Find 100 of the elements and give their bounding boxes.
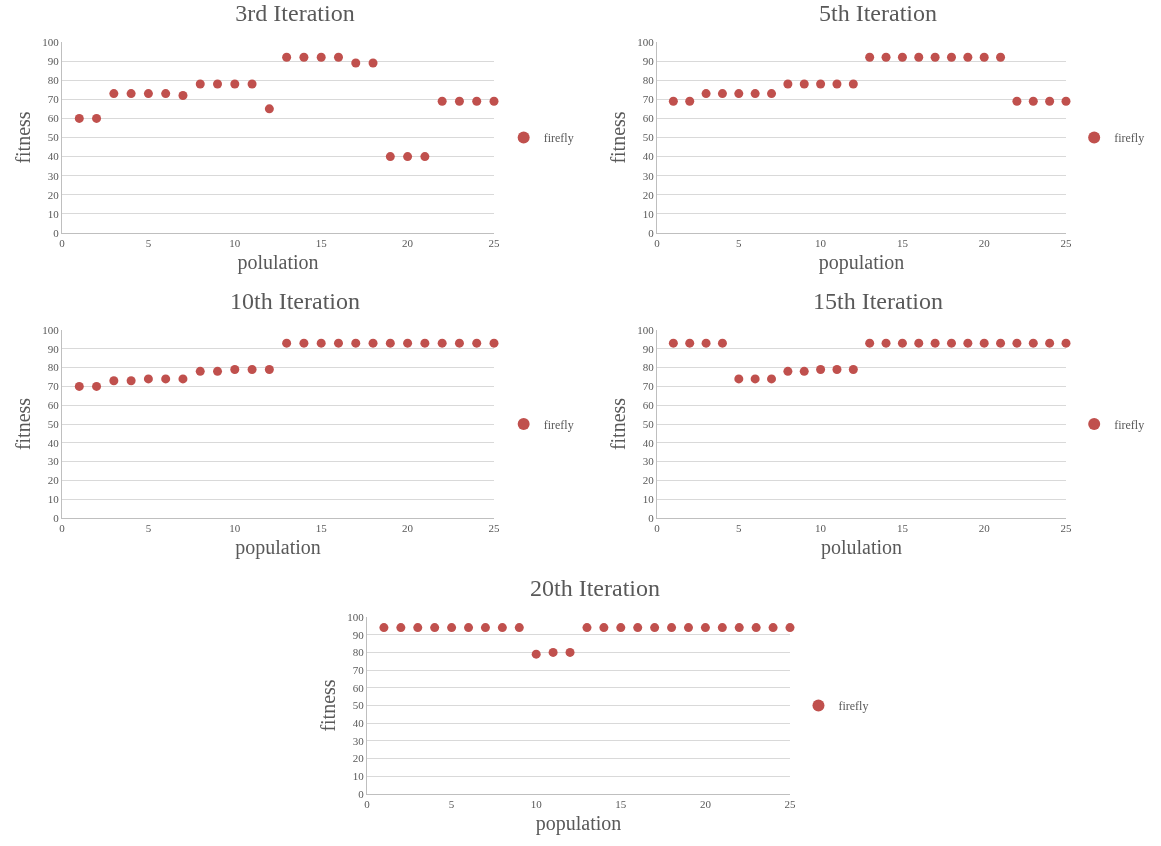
x-axis-title: polulation: [820, 535, 903, 559]
y-tick-label: 100: [42, 323, 60, 336]
x-tick-label: 20: [699, 798, 712, 811]
y-tick-label: 40: [352, 717, 365, 730]
point: [1061, 338, 1071, 348]
point: [74, 113, 84, 123]
y-tick-label: 40: [642, 150, 655, 163]
y-tick-label: 50: [642, 131, 655, 144]
point: [454, 96, 464, 106]
point: [161, 89, 171, 99]
point: [768, 623, 778, 633]
point: [351, 338, 361, 348]
x-tick-label: 5: [448, 798, 455, 811]
point: [531, 649, 541, 659]
point: [333, 52, 343, 62]
y-axis-title: fitness: [11, 111, 34, 164]
y-tick-label: 10: [352, 770, 365, 783]
y-tick-label: 80: [642, 74, 655, 87]
y-tick-label: 60: [642, 399, 655, 412]
point: [946, 52, 956, 62]
y-tick-label: 50: [642, 417, 655, 430]
point: [1012, 96, 1022, 106]
point: [832, 364, 842, 374]
y-tick-label: 90: [642, 342, 655, 355]
point: [667, 623, 677, 633]
x-axis-title: polulation: [237, 250, 319, 274]
y-axis-title: fitness: [606, 111, 629, 164]
point: [299, 52, 309, 62]
point: [685, 96, 695, 106]
y-tick-label: 60: [47, 399, 60, 412]
point: [282, 338, 292, 348]
y-tick-label: 20: [352, 752, 365, 765]
point: [437, 338, 447, 348]
point: [734, 623, 744, 633]
point: [368, 58, 378, 68]
point: [489, 96, 499, 106]
point: [299, 338, 309, 348]
y-tick-label: 100: [347, 610, 365, 623]
y-tick-label: 20: [47, 474, 60, 487]
point: [799, 366, 809, 376]
point: [464, 623, 474, 633]
point: [379, 623, 389, 633]
y-tick-label: 100: [637, 323, 655, 336]
legend-label: firefly: [1114, 417, 1145, 432]
y-tick-label: 30: [47, 455, 60, 468]
point: [143, 89, 153, 99]
point: [143, 374, 153, 384]
point: [717, 338, 727, 348]
point: [897, 338, 907, 348]
chart-title: 5th Iteration: [819, 0, 937, 27]
x-tick-label: 15: [896, 237, 909, 250]
point: [783, 366, 793, 376]
y-tick-label: 80: [642, 361, 655, 374]
point: [701, 338, 711, 348]
y-tick-label: 100: [637, 35, 655, 48]
point: [963, 52, 973, 62]
y-tick-label: 30: [352, 734, 365, 747]
y-tick-label: 90: [352, 628, 365, 641]
point: [996, 52, 1006, 62]
x-tick-label: 10: [530, 798, 543, 811]
point: [247, 79, 257, 89]
point: [816, 79, 826, 89]
point: [717, 623, 727, 633]
point: [430, 623, 440, 633]
y-tick-label: 50: [47, 417, 60, 430]
point: [178, 90, 188, 100]
y-tick-label: 0: [648, 511, 655, 524]
point: [316, 52, 326, 62]
point: [403, 152, 413, 162]
x-tick-label: 15: [315, 237, 328, 250]
y-tick-label: 0: [53, 226, 60, 239]
point: [785, 623, 795, 633]
point: [734, 374, 744, 384]
chart-title: 20th Iteration: [530, 574, 660, 601]
point: [799, 79, 809, 89]
point: [437, 96, 447, 106]
point: [413, 623, 423, 633]
point: [109, 376, 119, 386]
y-tick-label: 40: [642, 436, 655, 449]
x-tick-label: 25: [488, 237, 500, 250]
point: [1061, 96, 1071, 106]
y-tick-label: 100: [42, 35, 60, 48]
y-tick-label: 90: [47, 54, 60, 67]
point: [396, 623, 406, 633]
point: [333, 338, 343, 348]
point: [963, 338, 973, 348]
x-tick-label: 15: [615, 798, 627, 811]
y-tick-label: 20: [642, 474, 655, 487]
point: [195, 79, 205, 89]
chart-title: 10th Iteration: [230, 288, 360, 315]
point: [979, 52, 989, 62]
point: [316, 338, 326, 348]
point: [767, 89, 777, 99]
point: [178, 374, 188, 384]
y-tick-label: 10: [47, 207, 60, 220]
point: [700, 623, 710, 633]
point: [930, 52, 940, 62]
y-tick-label: 20: [47, 188, 60, 201]
point: [472, 338, 482, 348]
y-tick-label: 30: [642, 455, 655, 468]
